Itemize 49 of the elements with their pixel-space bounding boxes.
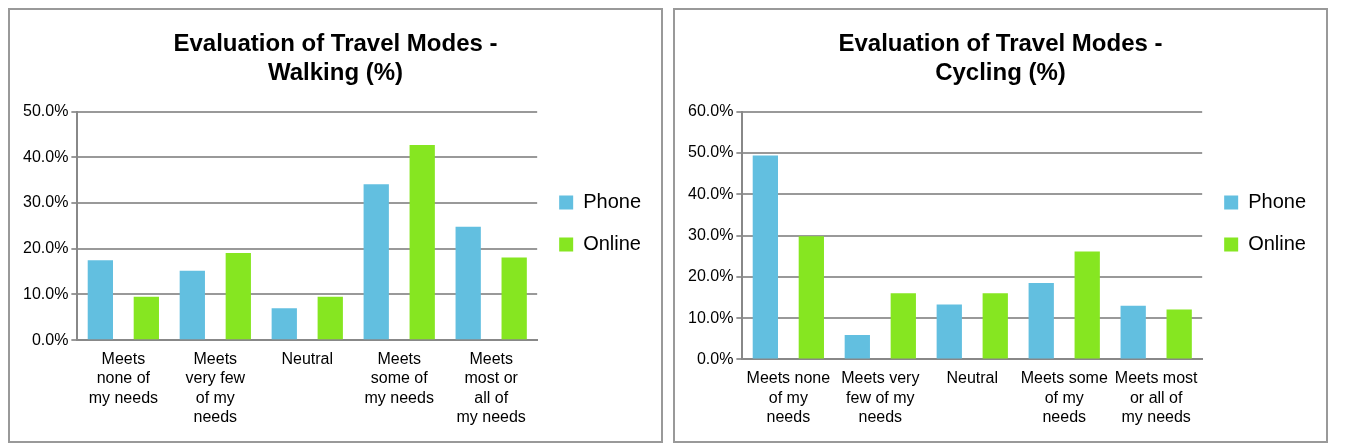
bar bbox=[133, 296, 159, 340]
y-tick-label: 0.0% bbox=[696, 349, 734, 367]
x-tick-label: Meets none of my needs bbox=[88, 350, 159, 406]
y-tick-label: 30.0% bbox=[687, 225, 734, 243]
bar bbox=[409, 144, 435, 340]
bar bbox=[936, 304, 962, 359]
x-tick-label: Meets most or all of my needs bbox=[456, 350, 526, 425]
legend-label: Phone bbox=[1248, 190, 1307, 213]
x-tick-label: Meets most or all of my needs bbox=[1114, 369, 1199, 425]
y-tick-label: 10.0% bbox=[22, 284, 69, 302]
bar bbox=[1074, 251, 1100, 359]
bar bbox=[317, 296, 343, 340]
bar bbox=[890, 293, 916, 359]
y-tick-label: 30.0% bbox=[22, 193, 69, 211]
x-tick-label: Neutral bbox=[946, 369, 999, 387]
y-tick-label: 40.0% bbox=[687, 184, 734, 202]
bar bbox=[179, 270, 205, 340]
x-tick-label: Meets very few of my needs bbox=[185, 350, 246, 425]
chart-title: Evaluation of Travel Modes - Walking (%) bbox=[173, 29, 498, 85]
y-tick-label: 50.0% bbox=[22, 102, 69, 120]
y-tick-label: 20.0% bbox=[22, 239, 69, 257]
bar bbox=[982, 293, 1008, 359]
bar bbox=[271, 308, 297, 340]
y-tick-label: 20.0% bbox=[687, 267, 734, 285]
bar bbox=[455, 226, 481, 340]
x-tick-label: Meets none of my needs bbox=[746, 369, 831, 425]
bar bbox=[87, 260, 113, 340]
y-tick-label: 40.0% bbox=[22, 147, 69, 165]
bar bbox=[1166, 309, 1192, 359]
legend-label: Phone bbox=[583, 190, 642, 213]
bar bbox=[798, 236, 824, 359]
x-tick-label: Meets some of my needs bbox=[1020, 369, 1108, 425]
bar bbox=[844, 335, 870, 359]
y-tick-label: 60.0% bbox=[687, 102, 734, 120]
bar bbox=[752, 155, 778, 359]
bar bbox=[1120, 305, 1146, 359]
x-tick-label: Meets some of my needs bbox=[364, 350, 434, 406]
bar bbox=[501, 257, 527, 340]
y-tick-label: 50.0% bbox=[687, 143, 734, 161]
legend-label: Online bbox=[583, 232, 641, 255]
chart-title: Evaluation of Travel Modes - Cycling (%) bbox=[838, 29, 1163, 85]
legend-label: Online bbox=[1248, 232, 1306, 255]
bar bbox=[363, 184, 389, 340]
bar bbox=[225, 252, 251, 340]
bar bbox=[1028, 283, 1054, 359]
y-tick-label: 10.0% bbox=[687, 308, 734, 326]
x-tick-label: Neutral bbox=[281, 350, 334, 368]
y-tick-label: 0.0% bbox=[31, 330, 69, 348]
x-tick-label: Meets very few of my needs bbox=[841, 369, 920, 425]
